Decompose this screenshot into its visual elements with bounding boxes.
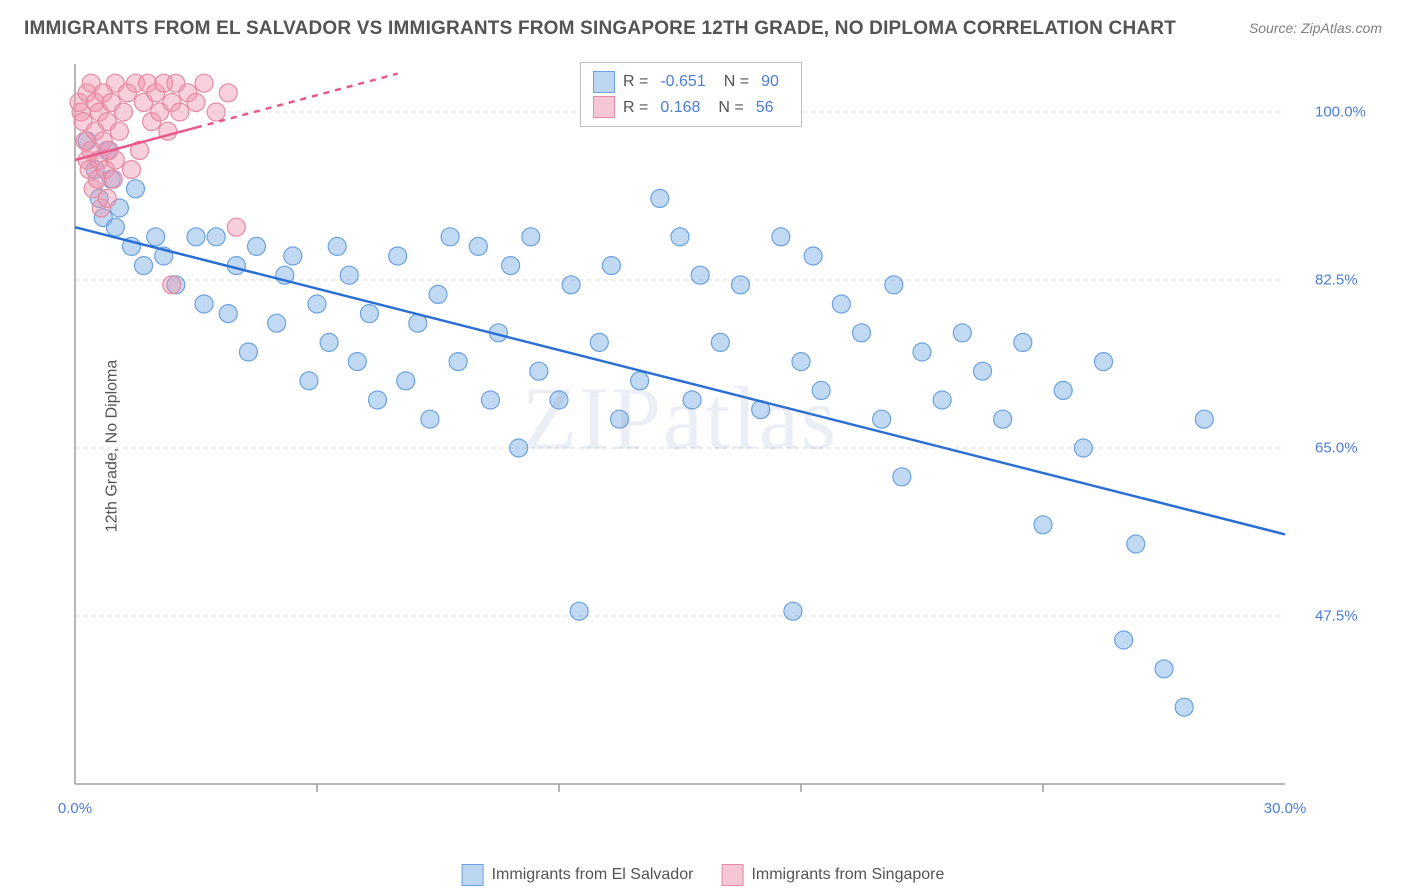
correlation-legend-box: R = -0.651 N = 90 R = 0.168 N = 56 [580,62,802,127]
legend-n-value: 90 [761,69,779,95]
legend-r-value: -0.651 [660,69,705,95]
bottom-legend-label: Immigrants from El Salvador [492,866,694,884]
chart-plot-area: ZIPatlas 0.0%30.0%100.0%82.5%65.0%47.5% [60,54,1300,814]
legend-r-value: 0.168 [660,95,700,121]
legend-row: R = -0.651 N = 90 [593,69,789,95]
legend-n-label: N = [718,95,743,121]
bottom-legend-item: Immigrants from Singapore [721,864,944,886]
legend-swatch [593,71,615,93]
legend-n-value: 56 [756,95,774,121]
legend-r-label: R = [623,95,648,121]
scatter-chart-svg [60,54,1300,814]
x-tick-label: 0.0% [58,800,92,817]
legend-row: R = 0.168 N = 56 [593,95,789,121]
source-text: Source: ZipAtlas.com [1249,20,1382,36]
legend-swatch [593,96,615,118]
series-legend: Immigrants from El Salvador Immigrants fr… [462,864,945,886]
legend-swatch [462,864,484,886]
y-tick-label: 47.5% [1315,608,1358,625]
legend-r-label: R = [623,69,648,95]
bottom-legend-item: Immigrants from El Salvador [462,864,694,886]
legend-n-label: N = [724,69,749,95]
legend-swatch [721,864,743,886]
x-tick-label: 30.0% [1264,800,1307,817]
y-tick-label: 65.0% [1315,440,1358,457]
y-tick-label: 100.0% [1315,104,1366,121]
y-tick-label: 82.5% [1315,272,1358,289]
chart-title: IMMIGRANTS FROM EL SALVADOR VS IMMIGRANT… [24,18,1176,40]
bottom-legend-label: Immigrants from Singapore [751,866,944,884]
